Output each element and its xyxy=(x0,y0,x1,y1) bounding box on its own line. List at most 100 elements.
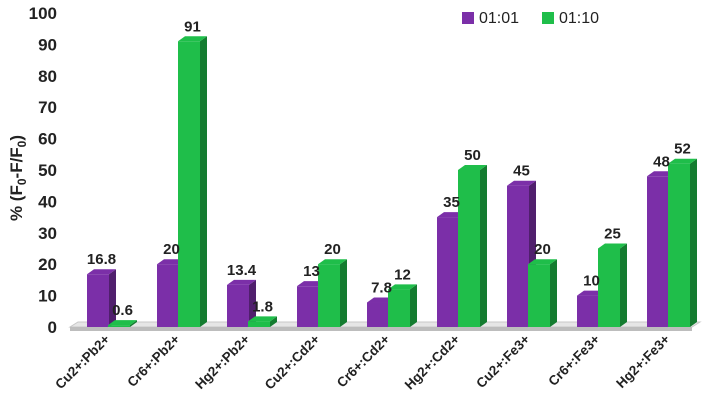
bar-01-10 xyxy=(598,243,627,327)
x-tick-label: Cu2+:Pb2+ xyxy=(52,331,113,392)
y-tick-label: 70 xyxy=(38,98,57,117)
bar-front xyxy=(668,163,690,327)
y-tick-label: 40 xyxy=(38,192,57,211)
y-axis: 0 10 20 30 40 50 60 70 80 90 100 xyxy=(29,4,57,337)
data-labels: 16.80.6209113.41.813207.8123550452010254… xyxy=(87,18,691,319)
y-tick-label: 80 xyxy=(38,67,57,86)
x-tick-label: Hg2+:Pb2+ xyxy=(192,331,253,392)
bar-side xyxy=(270,316,277,327)
bar-front xyxy=(157,264,179,327)
y-axis-label: % (F0-F/F0) xyxy=(7,135,29,221)
legend-swatch xyxy=(462,12,474,24)
bar-top xyxy=(458,165,487,170)
bar-01-10 xyxy=(108,320,137,327)
bar-01-10 xyxy=(668,158,697,327)
bar-top xyxy=(507,180,536,186)
bar-top xyxy=(248,316,277,322)
bar-front xyxy=(388,289,410,327)
data-label: 13 xyxy=(303,263,320,280)
x-axis: Cu2+:Pb2+ Cr6+:Pb2+ Hg2+:Pb2+ Cu2+:Cd2+ Cr6+… xyxy=(52,331,673,392)
bar-side xyxy=(410,284,417,327)
data-label: 10 xyxy=(583,273,600,290)
bar-01-10 xyxy=(318,259,347,327)
bar-top xyxy=(87,269,116,275)
data-label: 50 xyxy=(464,147,481,164)
bar-front xyxy=(248,321,270,327)
bar-front xyxy=(507,185,529,327)
bar-side xyxy=(620,243,627,327)
data-label: 0.6 xyxy=(112,302,133,319)
y-axis-label-part: -F/F xyxy=(7,147,26,178)
bar-01-10 xyxy=(178,36,207,327)
x-tick-label: Hg2+:Fe3+ xyxy=(613,331,672,390)
bar-front xyxy=(367,302,389,327)
bar-front xyxy=(108,325,130,327)
y-axis-label-part: % (F xyxy=(7,185,26,221)
y-tick-label: 20 xyxy=(38,255,57,274)
chart-floor-edge xyxy=(70,327,692,331)
bar-side xyxy=(130,320,137,327)
bar-side xyxy=(249,279,256,327)
data-label: 13.4 xyxy=(227,262,257,279)
bar-side xyxy=(550,259,557,327)
bar-front xyxy=(528,264,550,327)
bar-side xyxy=(200,36,207,327)
bar-top xyxy=(388,284,417,290)
y-tick-label: 100 xyxy=(29,4,57,23)
bar-front xyxy=(318,264,340,327)
data-label: 48 xyxy=(653,153,670,170)
bar-01-01 xyxy=(87,269,116,327)
y-tick-label: 30 xyxy=(38,224,57,243)
bar-top xyxy=(598,243,627,249)
bar-front xyxy=(87,274,109,327)
bars xyxy=(87,36,697,327)
x-tick-label: Hg2+:Cd2+ xyxy=(402,331,463,392)
x-tick-label: Cr6+:Cd2+ xyxy=(334,331,393,390)
x-tick-label: Cu2+:Cd2+ xyxy=(262,331,323,392)
bar-front xyxy=(647,176,669,327)
y-tick-label: 90 xyxy=(38,35,57,54)
data-label: 16.8 xyxy=(87,251,116,268)
bar-top xyxy=(668,158,697,164)
bar-front xyxy=(178,41,200,327)
x-tick-label: Cr6+:Pb2+ xyxy=(124,331,182,389)
bar-top xyxy=(227,279,256,285)
data-label: 1.8 xyxy=(252,298,273,315)
y-axis-label-part: ) xyxy=(7,135,26,141)
x-tick-label: Cu2+:Fe3+ xyxy=(473,331,532,390)
legend-entry: 01:01 xyxy=(479,10,519,27)
y-tick-label: 0 xyxy=(48,318,57,337)
y-axis-label-subscript: 0 xyxy=(15,178,29,185)
bar-01-10 xyxy=(458,165,487,327)
bar-01-10 xyxy=(528,259,557,327)
bar-side xyxy=(340,259,347,327)
y-tick-label: 10 xyxy=(38,287,57,306)
bar-side xyxy=(480,165,487,327)
data-label: 45 xyxy=(513,163,530,180)
bar-side xyxy=(109,269,116,327)
bar-front xyxy=(297,286,319,327)
legend-swatch xyxy=(542,12,554,24)
bar-front xyxy=(598,248,620,327)
legend: 01:01 01:10 xyxy=(462,10,599,27)
y-tick-label: 50 xyxy=(38,161,57,180)
bar-front xyxy=(577,295,599,327)
bar-front xyxy=(437,217,459,327)
data-label: 91 xyxy=(184,18,201,35)
data-label: 12 xyxy=(394,266,411,283)
bar-front xyxy=(227,284,249,327)
bar-front xyxy=(458,170,480,327)
legend-entry: 01:10 xyxy=(559,10,599,27)
data-label: 20 xyxy=(324,241,341,258)
bar-01-01 xyxy=(227,279,256,327)
bar-side xyxy=(690,158,697,327)
bar-01-10 xyxy=(248,316,277,327)
data-label: 7.8 xyxy=(371,280,392,297)
y-axis-label-subscript: 0 xyxy=(15,140,29,147)
bar-top xyxy=(178,36,207,42)
data-label: 25 xyxy=(604,226,621,243)
bar-top xyxy=(318,259,347,265)
y-tick-label: 60 xyxy=(38,130,57,149)
bar-top xyxy=(528,259,557,265)
